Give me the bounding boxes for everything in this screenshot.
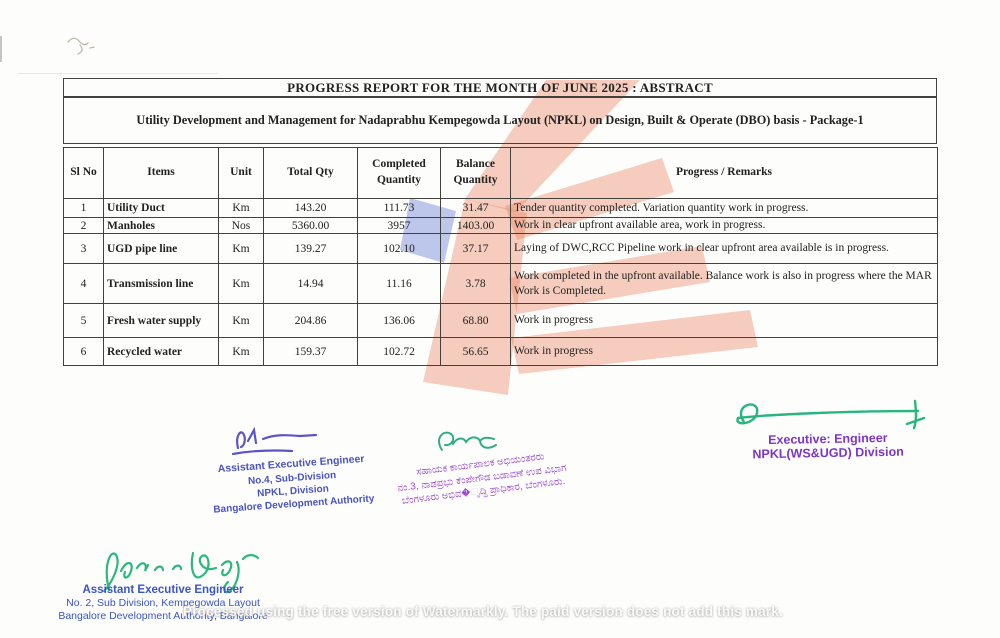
pencil-scribble [67, 37, 95, 55]
signature-kannada-stamp-icon [438, 431, 497, 451]
cell-balance: 31.47 [440, 198, 511, 218]
cell-completed: 111.73 [357, 198, 441, 218]
table-row: 5 Fresh water supply Km 204.86 136.06 68… [63, 303, 938, 338]
cell-total: 143.20 [263, 198, 358, 218]
table-row: 1 Utility Duct Km 143.20 111.73 31.47 Te… [63, 198, 938, 218]
signature-aee4-icon [231, 426, 318, 456]
scan-fold-line [18, 73, 218, 74]
cell-remarks: Work in clear upfront available area, wo… [510, 217, 938, 234]
cell-item: Transmission line [103, 263, 219, 304]
cell-item: Fresh water supply [103, 303, 219, 338]
table-row: 2 Manholes Nos 5360.00 3957 1403.00 Work… [63, 217, 938, 234]
cell-unit: Km [218, 233, 264, 264]
table-header-row: Sl No Items Unit Total Qty Completed Qua… [63, 147, 938, 199]
signature-executive-icon [736, 399, 926, 430]
cell-item: Utility Duct [103, 198, 219, 218]
cell-slno: 1 [63, 198, 104, 218]
cell-remarks: Laying of DWC,RCC Pipeline work in clear… [510, 233, 938, 264]
col-header-completed-qty: Completed Quantity [357, 147, 441, 199]
cell-completed: 102.72 [357, 337, 441, 366]
cell-remarks: Work completed in the upfront available.… [510, 263, 938, 304]
cell-completed: 11.16 [357, 263, 441, 304]
cell-slno: 2 [63, 217, 104, 234]
stamp-line: NPKL(WS&UGD) Division [752, 445, 904, 462]
cell-unit: Km [218, 198, 264, 218]
col-header-remarks: Progress / Remarks [510, 147, 938, 199]
cell-unit: Km [218, 263, 264, 304]
cell-balance: 56.65 [440, 337, 511, 366]
cell-slno: 3 [63, 233, 104, 264]
cell-total: 159.37 [263, 337, 358, 366]
cell-completed: 3957 [357, 217, 441, 234]
report-subtitle: Utility Development and Management for N… [63, 97, 937, 144]
stamp-assistant-executive-engineer-no2: Assistant Executive Engineer No. 2, Sub … [38, 583, 288, 623]
cell-balance: 37.17 [440, 233, 511, 264]
cell-slno: 4 [63, 263, 104, 304]
stamp-line: No. 2, Sub Division, Kempegowda Layout [66, 597, 260, 610]
col-header-slno: Sl No [63, 147, 104, 199]
cell-balance: 68.80 [440, 303, 511, 338]
cell-remarks: Tender quantity completed. Variation qua… [510, 198, 938, 218]
cell-slno: 6 [63, 337, 104, 366]
cell-unit: Km [218, 303, 264, 338]
table-row: 6 Recycled water Km 159.37 102.72 56.65 … [63, 337, 938, 366]
cell-total: 139.27 [263, 233, 358, 264]
table-row: 4 Transmission line Km 14.94 11.16 3.78 … [63, 263, 938, 304]
watermarkly-watermark-text: Processed using the free version of Wate… [183, 604, 783, 619]
report-title: PROGRESS REPORT FOR THE MONTH OF JUNE 20… [63, 78, 937, 97]
stamp-line: Bangalore Development Authority, Bangalo… [58, 609, 268, 622]
cell-item: UGD pipe line [103, 233, 219, 264]
cell-unit: Nos [218, 217, 264, 234]
table-row: 3 UGD pipe line Km 139.27 102.10 37.17 L… [63, 233, 938, 264]
cell-total: 14.94 [263, 263, 358, 304]
cell-completed: 136.06 [357, 303, 441, 338]
progress-table: Sl No Items Unit Total Qty Completed Qua… [63, 147, 938, 366]
col-header-unit: Unit [218, 147, 264, 199]
cell-unit: Km [218, 337, 264, 366]
col-header-items: Items [103, 147, 219, 199]
stamp-assistant-executive-engineer-no4: Assistant Executive Engineer No.4, Sub-D… [193, 451, 391, 517]
cell-item: Manholes [103, 217, 219, 234]
cell-item: Recycled water [103, 337, 219, 366]
cell-total: 204.86 [263, 303, 358, 338]
cell-slno: 5 [63, 303, 104, 338]
cell-remarks: Work in progress [510, 303, 938, 338]
cell-total: 5360.00 [263, 217, 358, 234]
cell-balance: 1403.00 [440, 217, 511, 234]
scan-edge-mark [0, 36, 2, 62]
cell-remarks: Work in progress [510, 337, 938, 366]
stamp-line: Assistant Executive Engineer [82, 584, 244, 596]
cell-balance: 3.78 [440, 263, 511, 304]
col-header-total-qty: Total Qty [263, 147, 358, 199]
signature-aee2-icon [102, 551, 260, 594]
stamp-executive-engineer: Executive: Engineer NPKL(WS&UGD) Divisio… [733, 430, 923, 462]
col-header-balance-qty: Balance Quantity [440, 147, 511, 199]
cell-completed: 102.10 [357, 233, 441, 264]
